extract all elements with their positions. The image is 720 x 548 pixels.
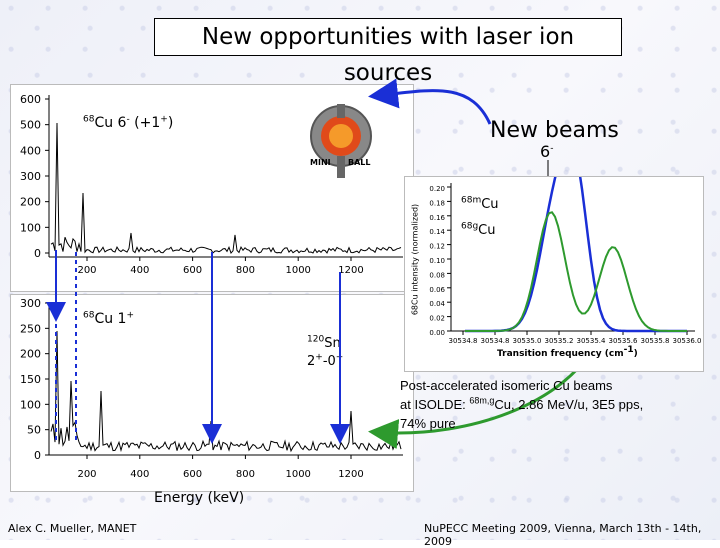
upper-spectrum-trace bbox=[50, 122, 402, 254]
sn-peak-label: 120Sn 2+-0+ bbox=[307, 334, 344, 369]
energy-axis-label: Energy (keV) bbox=[154, 490, 245, 506]
lower-x-tick-label: 600 bbox=[183, 469, 202, 480]
lower-x-tick-label: 200 bbox=[77, 469, 96, 480]
inset-y-tick-label: 0.06 bbox=[429, 286, 445, 294]
inset-x-tick-label: 30534.8 bbox=[481, 337, 510, 345]
inset-label-68g: 68gCu bbox=[461, 221, 496, 238]
lower-spectrum-trace bbox=[50, 330, 402, 453]
upper-x-tick-label: 1000 bbox=[285, 265, 310, 276]
miniball-logo: MINI BALL bbox=[306, 100, 376, 184]
upper-x-tick-label: 600 bbox=[183, 265, 202, 276]
inset-y-tick-label: 0.12 bbox=[429, 243, 445, 251]
upper-y-tick-label: 300 bbox=[20, 170, 41, 183]
inset-y-tick-label: 0.00 bbox=[429, 329, 445, 337]
inset-y-tick-label: 0.02 bbox=[429, 315, 445, 323]
footer-left: Alex C. Mueller, MANET bbox=[8, 522, 137, 535]
inset-plot: 0.20 0.18 0.16 0.14 0.12 0.10 0.08 0.06 0.04 0.02… bbox=[404, 139, 704, 372]
lower-x-tick-label: 1200 bbox=[338, 469, 363, 480]
upper-y-tick-label: 0 bbox=[34, 247, 41, 260]
post-accelerated-text: Post-accelerated isomeric Cu beams at IS… bbox=[400, 378, 644, 431]
miniball-text-right: BALL bbox=[348, 158, 371, 167]
inset-ylabel: 68Cu intensity (normalized) bbox=[410, 203, 420, 316]
lower-y-tick-label: 300 bbox=[20, 297, 41, 310]
inset-y-tick-label: 0.18 bbox=[429, 199, 445, 207]
inset-y-tick-label: 0.20 bbox=[429, 185, 445, 193]
upper-y-tick-label: 400 bbox=[20, 144, 41, 157]
inset-xlabel: Transition frequency (cm-1) bbox=[497, 345, 638, 360]
lower-y-tick-label: 250 bbox=[20, 322, 41, 335]
upper-y-tick-label: 200 bbox=[20, 196, 41, 209]
inset-x-tick-label: 30535.8 bbox=[641, 337, 670, 345]
upper-y-tick-label: 100 bbox=[20, 221, 41, 234]
miniball-text-left: MINI bbox=[310, 158, 331, 167]
lower-y-tick-label: 100 bbox=[20, 398, 41, 411]
inset-x-tick-label: 30534.8 bbox=[449, 337, 478, 345]
lower-y-tick-label: 150 bbox=[20, 373, 41, 386]
footer-right: NuPECC Meeting 2009, Vienna, March 13th … bbox=[424, 522, 702, 548]
upper-y-tick-label: 500 bbox=[20, 119, 41, 132]
upper-x-tick-label: 1200 bbox=[338, 265, 363, 276]
upper-y-tick-label: 600 bbox=[20, 93, 41, 106]
upper-x-tick-label: 200 bbox=[77, 265, 96, 276]
inset-y-tick-label: 0.14 bbox=[429, 228, 445, 236]
inset-y-tick-label: 0.08 bbox=[429, 271, 445, 279]
inset-label-68m: 68mCu bbox=[461, 195, 499, 212]
upper-x-tick-label: 800 bbox=[236, 265, 255, 276]
lower-x-tick-label: 800 bbox=[236, 469, 255, 480]
upper-spectrum-label: 68Cu 6- (+1+) bbox=[83, 114, 174, 131]
inset-x-tick-label: 30536.0 bbox=[673, 337, 702, 345]
lower-x-tick-label: 1000 bbox=[285, 469, 310, 480]
inset-x-tick-label: 30535.6 bbox=[609, 337, 638, 345]
ground-curve bbox=[465, 211, 687, 332]
lower-x-tick-label: 400 bbox=[130, 469, 149, 480]
lower-y-tick-label: 0 bbox=[34, 449, 41, 462]
inset-x-tick-label: 30535.2 bbox=[545, 337, 574, 345]
inset-x-tick-label: 30535.4 bbox=[577, 337, 606, 345]
six-minus-label: 6- bbox=[540, 142, 554, 161]
upper-x-tick-label: 400 bbox=[130, 265, 149, 276]
lower-spectrum-svg: 300 250 200 150 100 50 0 200 400 600 800 1000 1200 bbox=[20, 297, 403, 480]
inset-y-tick-label: 0.10 bbox=[429, 257, 445, 265]
lower-y-tick-label: 50 bbox=[27, 424, 41, 437]
lower-spectrum-panel: 300 250 200 150 100 50 0 200 400 600 800 1000 1200 … bbox=[10, 294, 414, 492]
lower-y-tick-label: 200 bbox=[20, 348, 41, 361]
inset-y-tick-label: 0.04 bbox=[429, 300, 445, 308]
inset-x-tick-label: 30535.0 bbox=[513, 337, 542, 345]
inset-y-tick-label: 0.16 bbox=[429, 214, 445, 222]
inset-plot-svg: 0.20 0.18 0.16 0.14 0.12 0.10 0.08 0.06 0.04 0.02… bbox=[429, 139, 702, 345]
slide-title: New opportunities with laser ion sources bbox=[154, 18, 622, 86]
lower-spectrum-label: 68Cu 1+ bbox=[83, 310, 135, 327]
new-beams-label: New beams bbox=[490, 118, 619, 143]
